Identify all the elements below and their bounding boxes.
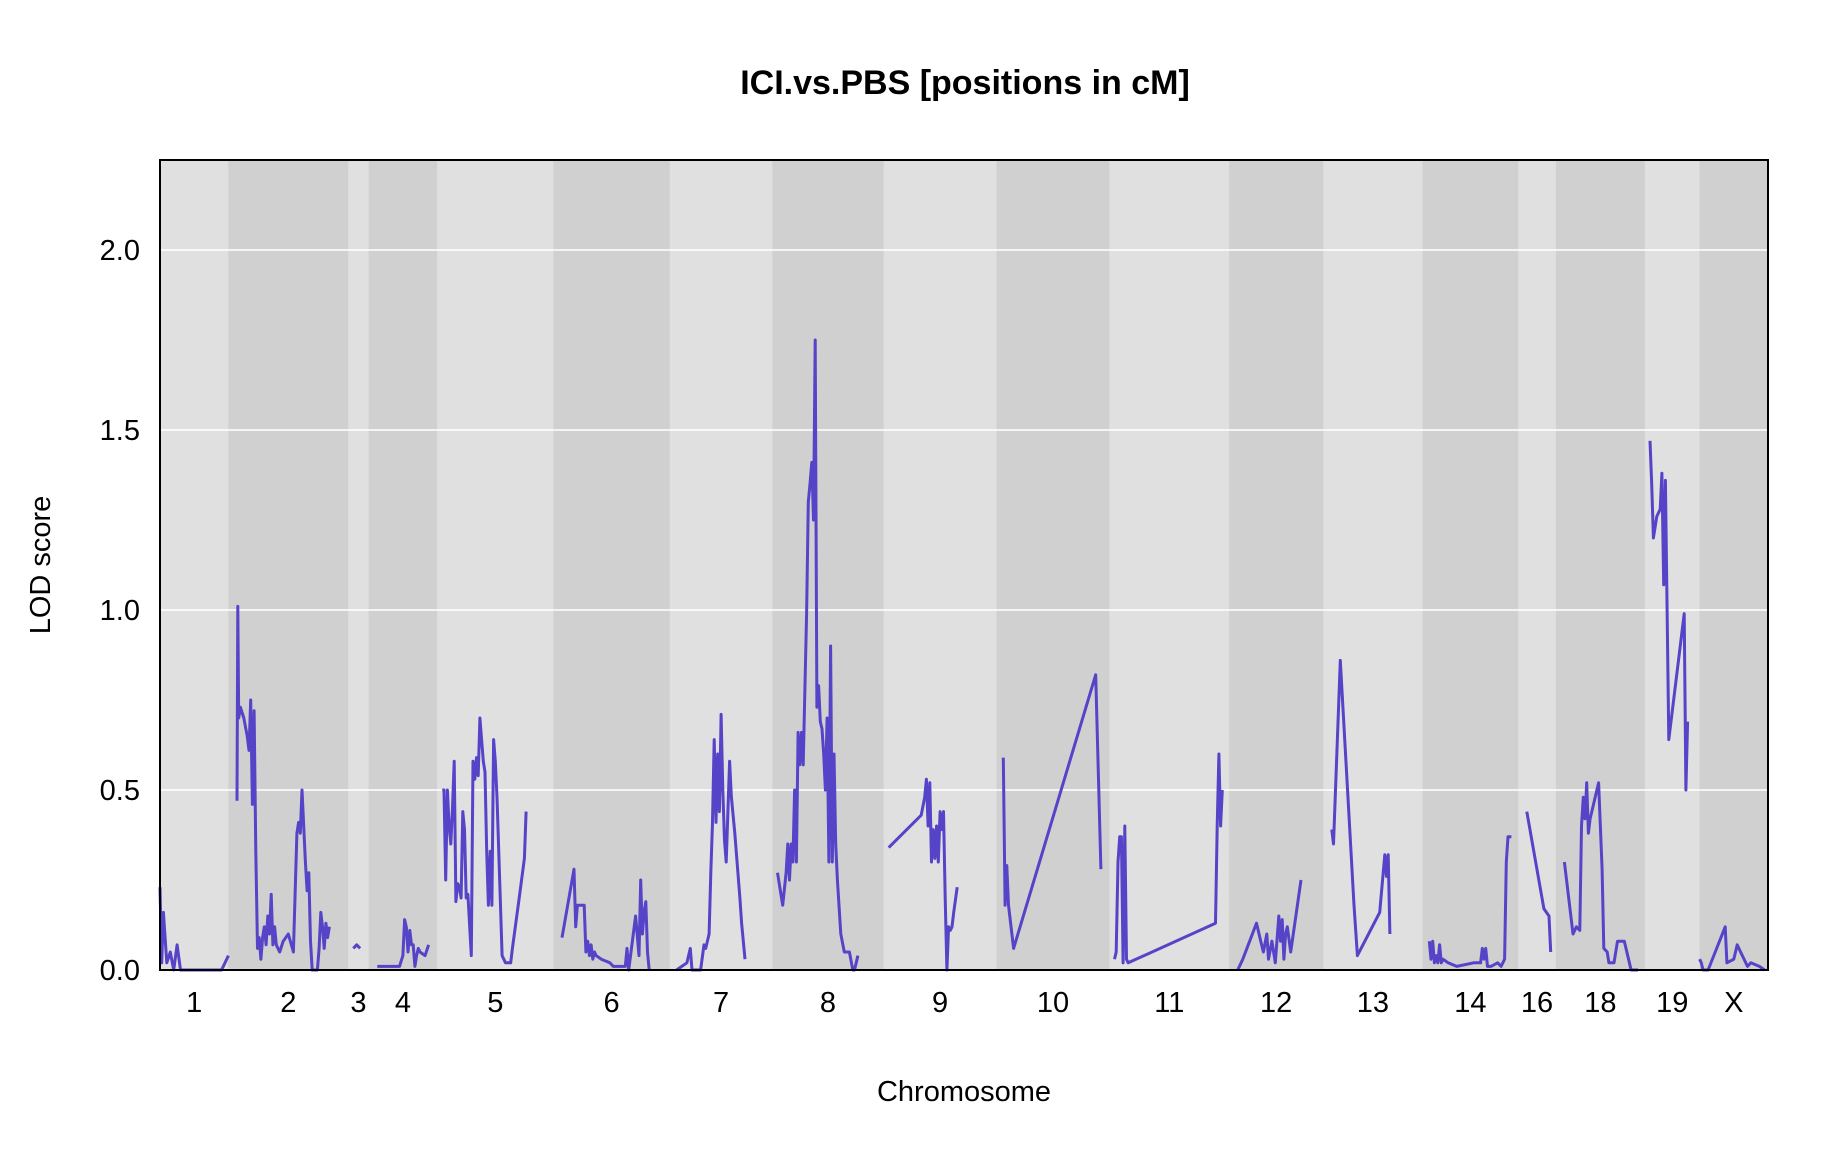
chromosome-band-X bbox=[1699, 160, 1769, 970]
x-tick-label: 11 bbox=[1154, 987, 1184, 1019]
x-tick-label: 3 bbox=[350, 987, 366, 1019]
lod-line-chr-9 bbox=[887, 777, 959, 972]
x-tick-label: 5 bbox=[487, 987, 503, 1019]
y-tick-label: 2.0 bbox=[100, 235, 140, 267]
x-tick-label: 1 bbox=[186, 987, 202, 1019]
x-tick-label: 9 bbox=[932, 987, 948, 1019]
lod-line-chr-10 bbox=[1001, 673, 1103, 950]
grid-lines bbox=[160, 249, 1768, 791]
chromosome-band-4 bbox=[368, 160, 438, 970]
x-tick-label: 19 bbox=[1656, 987, 1688, 1019]
chart-title: ICI.vs.PBS [positions in cM] bbox=[740, 64, 1190, 102]
x-tick-label: 18 bbox=[1584, 987, 1616, 1019]
y-axis: 0.0 0.5 1.0 1.5 2.0 bbox=[100, 235, 140, 987]
x-tick-label: 16 bbox=[1521, 987, 1553, 1019]
x-tick-label: 12 bbox=[1260, 987, 1292, 1019]
lod-line-chr-6 bbox=[560, 867, 651, 972]
x-tick-label: 13 bbox=[1357, 987, 1389, 1019]
chromosome-band-2 bbox=[228, 160, 349, 970]
lod-line-chr-12 bbox=[1236, 879, 1303, 971]
x-tick-label: 8 bbox=[820, 987, 836, 1019]
chromosome-band-12 bbox=[1229, 160, 1324, 970]
x-tick-label: 10 bbox=[1037, 987, 1069, 1019]
lod-line-chr-16 bbox=[1525, 811, 1553, 953]
x-axis-label: Chromosome bbox=[877, 1076, 1051, 1108]
lod-line-chr-4 bbox=[377, 918, 431, 968]
y-tick-label: 0.0 bbox=[100, 955, 140, 987]
chromosome-band-19 bbox=[1644, 160, 1701, 970]
chromosome-band-3 bbox=[348, 160, 370, 970]
x-tick-label: 6 bbox=[604, 987, 620, 1019]
chromosome-band-11 bbox=[1109, 160, 1230, 970]
x-tick-label: 14 bbox=[1454, 987, 1486, 1019]
lod-line-chr-19 bbox=[1648, 440, 1690, 792]
x-tick-label: 7 bbox=[713, 987, 729, 1019]
lod-line-chr-3 bbox=[352, 943, 362, 950]
x-tick-label: 2 bbox=[280, 987, 296, 1019]
lod-line-chr-8 bbox=[776, 338, 860, 972]
lod-line-chr-14 bbox=[1427, 835, 1512, 968]
x-tick-label: 4 bbox=[395, 987, 411, 1019]
chromosome-band-1 bbox=[160, 160, 229, 970]
chromosome-band-5 bbox=[437, 160, 554, 970]
lod-line-chr-18 bbox=[1562, 781, 1638, 972]
y-tick-label: 1.0 bbox=[100, 595, 140, 627]
lod-line-chr-11 bbox=[1113, 752, 1224, 965]
chromosome-bands bbox=[160, 160, 1769, 970]
chromosome-band-10 bbox=[996, 160, 1110, 970]
lod-line-chr-5 bbox=[442, 716, 528, 965]
y-tick-label: 0.5 bbox=[100, 775, 140, 807]
chromosome-band-13 bbox=[1323, 160, 1423, 970]
x-tick-label: X bbox=[1724, 987, 1743, 1019]
y-tick-label: 1.5 bbox=[100, 415, 140, 447]
y-axis-label: LOD score bbox=[25, 496, 57, 635]
x-axis: 1 2 3 4 5 6 7 8 9 10 11 12 13 14 16 18 19 X bbox=[186, 987, 1743, 1019]
chromosome-band-14 bbox=[1422, 160, 1519, 970]
lod-line-chr-13 bbox=[1330, 658, 1392, 958]
chromosome-band-16 bbox=[1518, 160, 1557, 970]
chromosome-band-7 bbox=[669, 160, 773, 970]
chromosome-band-9 bbox=[883, 160, 998, 970]
plot-frame bbox=[159, 159, 1769, 971]
chromosome-band-6 bbox=[553, 160, 671, 970]
